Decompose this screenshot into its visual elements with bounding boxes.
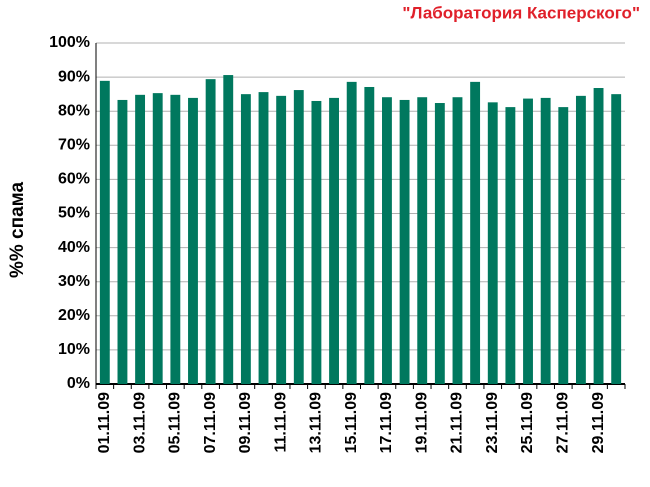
y-tick-label: 80% [58, 102, 90, 119]
x-tick-label: 17.11.09 [378, 392, 395, 454]
bar [293, 90, 304, 385]
bar [434, 103, 445, 385]
bar [487, 102, 498, 385]
bar [593, 88, 604, 385]
x-tick-label: 27.11.09 [555, 392, 572, 454]
x-tick-label: 15.11.09 [343, 392, 360, 454]
bar [382, 97, 392, 385]
x-tick-label: 19.11.09 [413, 392, 430, 454]
y-tick-label: 20% [58, 307, 90, 324]
bar [311, 100, 322, 384]
x-tick-label: 11.11.09 [272, 392, 289, 453]
bar [188, 97, 198, 384]
bar [152, 93, 163, 384]
bar [329, 97, 339, 384]
bar [117, 99, 128, 385]
y-tick-label: 0% [67, 375, 90, 392]
bar [452, 97, 463, 385]
bar [205, 79, 216, 385]
bar [99, 80, 110, 384]
x-tick-label: 13.11.09 [308, 392, 325, 454]
x-tick-label: 03.11.09 [131, 392, 148, 454]
x-tick-label: 07.11.09 [202, 392, 219, 454]
bar [276, 95, 287, 384]
bar [399, 99, 410, 385]
y-tick-label: 40% [58, 239, 90, 256]
y-tick-label: 30% [58, 273, 90, 290]
bar [523, 98, 533, 384]
bar [364, 86, 375, 384]
bar [611, 94, 622, 385]
y-tick-label: 70% [58, 137, 90, 154]
x-tick-label: 09.11.09 [237, 392, 254, 454]
bar [346, 81, 357, 385]
y-tick-label: 90% [58, 68, 90, 85]
y-tick-label: 60% [58, 171, 90, 188]
x-tick-label: 21.11.09 [449, 392, 466, 454]
bar [170, 94, 181, 384]
y-tick-label: 50% [58, 205, 90, 222]
chart-title: "Лаборатория Касперского" [402, 3, 640, 22]
bar [258, 92, 269, 384]
bar [470, 81, 481, 385]
x-tick-label: 29.11.09 [590, 392, 607, 454]
x-tick-label: 23.11.09 [484, 392, 501, 454]
x-tick-label: 01.11.09 [96, 392, 113, 454]
y-axis-label: %% спама [7, 182, 28, 278]
bar [240, 94, 251, 385]
y-tick-label: 100% [49, 34, 90, 51]
x-tick-label: 05.11.09 [167, 392, 184, 454]
bar [505, 107, 516, 384]
bar [135, 94, 146, 384]
bar [558, 107, 569, 384]
bar [417, 97, 428, 385]
bar [575, 95, 586, 384]
x-tick-label: 25.11.09 [519, 392, 536, 454]
bar [540, 97, 551, 384]
y-tick-label: 10% [58, 341, 90, 358]
bar [223, 75, 234, 384]
